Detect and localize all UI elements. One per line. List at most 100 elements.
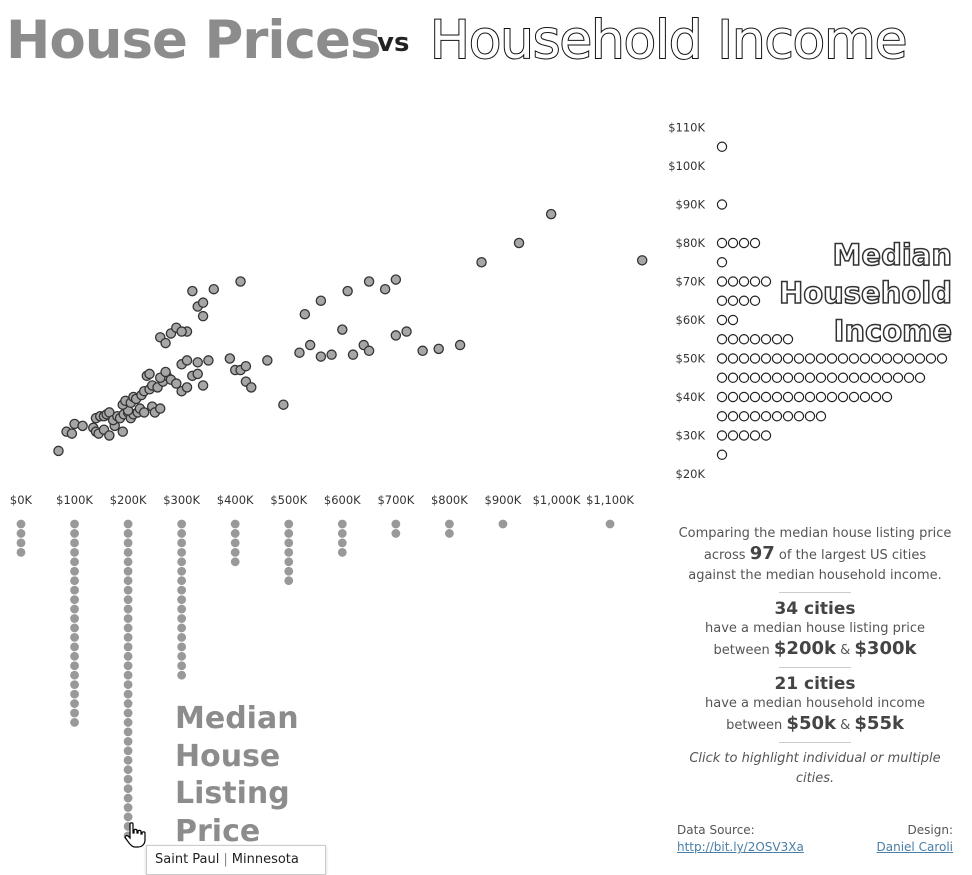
- data-source-link[interactable]: http://bit.ly/2OSV3Xa: [677, 840, 804, 854]
- city-point[interactable]: [224, 353, 236, 364]
- city-point[interactable]: [181, 382, 193, 393]
- price-dot[interactable]: [123, 736, 133, 746]
- income-dot[interactable]: [859, 353, 871, 364]
- price-dot[interactable]: [123, 557, 133, 567]
- income-dot[interactable]: [815, 353, 827, 364]
- price-dot[interactable]: [70, 708, 79, 718]
- city-point[interactable]: [342, 285, 353, 297]
- city-point[interactable]: [390, 330, 402, 341]
- income-dot[interactable]: [881, 391, 893, 403]
- income-dot[interactable]: [749, 276, 761, 287]
- income-dot[interactable]: [815, 411, 827, 422]
- income-dot[interactable]: [925, 353, 937, 364]
- price-dot[interactable]: [70, 670, 79, 680]
- city-point[interactable]: [66, 428, 78, 439]
- city-point[interactable]: [53, 445, 64, 457]
- income-dot[interactable]: [881, 353, 893, 364]
- price-dot[interactable]: [123, 566, 133, 576]
- income-dot[interactable]: [793, 411, 805, 422]
- income-dot[interactable]: [716, 276, 728, 287]
- city-point[interactable]: [363, 276, 375, 287]
- income-dot[interactable]: [804, 353, 816, 364]
- city-point[interactable]: [315, 295, 327, 306]
- income-dot[interactable]: [804, 372, 816, 383]
- city-point[interactable]: [181, 355, 193, 366]
- price-dot[interactable]: [230, 538, 240, 548]
- income-dot[interactable]: [870, 391, 882, 403]
- income-dot[interactable]: [749, 430, 761, 441]
- income-dot[interactable]: [771, 391, 783, 403]
- price-dot[interactable]: [337, 519, 347, 529]
- income-dot[interactable]: [793, 353, 805, 364]
- price-dot[interactable]: [123, 651, 133, 661]
- income-dot[interactable]: [727, 391, 739, 403]
- price-dot[interactable]: [177, 547, 187, 557]
- price-dot[interactable]: [70, 529, 79, 538]
- income-dot[interactable]: [749, 334, 761, 345]
- income-dot[interactable]: [815, 391, 827, 403]
- income-dot[interactable]: [903, 353, 915, 364]
- price-dot[interactable]: [230, 519, 240, 529]
- city-point[interactable]: [171, 378, 182, 389]
- city-point[interactable]: [636, 255, 648, 266]
- income-dot[interactable]: [771, 411, 783, 422]
- price-dot[interactable]: [177, 670, 187, 680]
- price-dot[interactable]: [123, 538, 133, 548]
- city-point[interactable]: [208, 283, 220, 295]
- income-dot[interactable]: [760, 411, 772, 422]
- price-dot[interactable]: [70, 604, 79, 614]
- price-dot[interactable]: [123, 519, 133, 529]
- price-dot[interactable]: [123, 529, 133, 538]
- income-dot[interactable]: [727, 334, 739, 345]
- income-dot[interactable]: [903, 372, 915, 383]
- price-dot[interactable]: [123, 746, 133, 756]
- price-dot[interactable]: [70, 699, 79, 708]
- income-dot[interactable]: [881, 372, 893, 383]
- city-point[interactable]: [304, 339, 316, 351]
- income-dot[interactable]: [870, 372, 882, 383]
- price-dot[interactable]: [337, 529, 347, 538]
- income-dot[interactable]: [804, 411, 816, 422]
- income-dot[interactable]: [815, 372, 827, 383]
- city-point[interactable]: [326, 349, 337, 360]
- income-dot[interactable]: [782, 391, 794, 403]
- city-point[interactable]: [417, 345, 428, 357]
- price-dot[interactable]: [177, 604, 187, 614]
- income-dot[interactable]: [727, 237, 739, 249]
- price-dot[interactable]: [284, 576, 294, 586]
- city-point[interactable]: [278, 399, 289, 410]
- city-point[interactable]: [117, 426, 128, 437]
- income-dot[interactable]: [716, 314, 728, 326]
- price-dot[interactable]: [70, 633, 79, 642]
- price-dot[interactable]: [391, 519, 401, 529]
- city-point[interactable]: [379, 283, 391, 295]
- price-dot[interactable]: [70, 566, 79, 576]
- income-dot[interactable]: [826, 353, 838, 364]
- income-dot[interactable]: [782, 372, 794, 383]
- price-dot[interactable]: [123, 718, 133, 727]
- price-dot[interactable]: [177, 557, 187, 567]
- price-dot[interactable]: [70, 680, 79, 690]
- price-dot[interactable]: [123, 689, 133, 699]
- city-point[interactable]: [262, 355, 273, 366]
- city-point[interactable]: [299, 308, 311, 320]
- city-point[interactable]: [337, 324, 348, 335]
- price-dot[interactable]: [123, 803, 133, 812]
- price-dot[interactable]: [123, 661, 133, 671]
- income-dot[interactable]: [727, 314, 739, 326]
- income-dot[interactable]: [760, 372, 772, 383]
- price-dot[interactable]: [70, 595, 79, 604]
- income-dot[interactable]: [738, 430, 750, 441]
- price-dot[interactable]: [177, 642, 187, 652]
- city-point[interactable]: [401, 326, 412, 337]
- income-dot[interactable]: [716, 257, 728, 268]
- city-point[interactable]: [197, 380, 209, 391]
- income-dot[interactable]: [738, 237, 750, 249]
- city-point[interactable]: [104, 430, 115, 441]
- price-dot[interactable]: [605, 519, 615, 529]
- income-dot[interactable]: [793, 372, 805, 383]
- city-point[interactable]: [235, 276, 246, 287]
- income-dot[interactable]: [760, 391, 772, 403]
- income-dot[interactable]: [914, 353, 926, 364]
- income-dot[interactable]: [738, 334, 750, 345]
